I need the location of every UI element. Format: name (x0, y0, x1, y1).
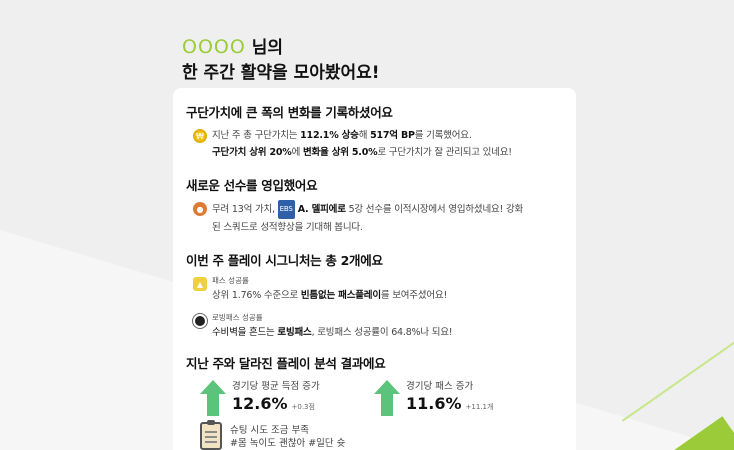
page-header: OOOO 님의 한 주간 활약을 모아봤어요! (182, 36, 380, 85)
coin-icon: ₩ (193, 129, 207, 143)
signature-text: 상위 1.76% 수준으로 빈틈없는 패스플레이를 보여주셨어요! (212, 290, 448, 301)
section-title: 새로운 선수를 영입했어요 (186, 178, 318, 193)
note-label: 슈팅 시도 조금 부족 (230, 425, 309, 436)
stat-goals: 경기당 평균 득점 증가 12.6% +0.3점 (200, 380, 320, 418)
section-text: 지난 주 총 구단가치는 112.1% 상승해 517억 BP를 기록했어요. … (212, 130, 512, 158)
season-badge: EBS (277, 200, 295, 219)
section-play-signature: 이번 주 플레이 시그니처는 총 2개에요 ▲ 패스 성공률 상위 1.76% … (186, 250, 564, 341)
up-arrow-icon (200, 380, 226, 416)
stat-label: 경기당 패스 증가 (406, 381, 474, 392)
section-title: 구단가치에 큰 폭의 변화를 기록하셨어요 (186, 105, 393, 120)
signature-label: 로빙패스 성공률 (212, 313, 263, 322)
section-club-value: 구단가치에 큰 폭의 변화를 기록하셨어요 ₩ 지난 주 총 구단가치는 112… (186, 102, 564, 161)
section-new-player: 새로운 선수를 영입했어요 ● 무려 13억 가치, EBS A. 델피에로 5… (186, 175, 564, 236)
analysis-note: 슈팅 시도 조금 부족 #몸 녹이도 괜찮아 #일단 슛 (173, 420, 564, 450)
section-title: 지난 주와 달라진 플레이 분석 결과에요 (186, 356, 386, 371)
section-play-analysis: 지난 주와 달라진 플레이 분석 결과에요 경기당 평균 득점 증가 12.6%… (186, 353, 564, 450)
signature-text: 수비벽을 흔드는 로빙패스, 로빙패스 성공률이 64.8%나 되요! (212, 327, 453, 338)
header-suffix: 님의 (245, 38, 284, 58)
stat-passes: 경기당 패스 증가 11.6% +11.1개 (374, 380, 493, 418)
player-icon: ● (193, 202, 207, 216)
list-item: ▲ 패스 성공률 상위 1.76% 수준으로 빈틈없는 패스플레이를 보여주셨어… (186, 275, 564, 304)
up-arrow-icon (374, 380, 400, 416)
signature-label: 패스 성공률 (212, 276, 249, 285)
stat-value: 11.6% +11.1개 (406, 394, 494, 413)
stat-value: 12.6% +0.3점 (232, 394, 315, 413)
section-text: 무려 13억 가치, EBS A. 델피에로 5강 선수를 이적시장에서 영입하… (212, 200, 523, 236)
soccer-ball-icon (193, 314, 207, 328)
weekly-summary-card: 구단가치에 큰 폭의 변화를 기록하셨어요 ₩ 지난 주 총 구단가치는 112… (173, 88, 576, 450)
stat-label: 경기당 평균 득점 증가 (232, 381, 320, 392)
list-item: 로빙패스 성공률 수비벽을 흔드는 로빙패스, 로빙패스 성공률이 64.8%나… (186, 312, 564, 341)
page-title: 한 주간 활약을 모아봤어요! (182, 63, 380, 83)
header-greeting: OOOO 님의 (182, 36, 380, 59)
section-title: 이번 주 플레이 시그니처는 총 2개에요 (186, 253, 383, 268)
pass-icon: ▲ (193, 277, 207, 291)
user-name: OOOO (182, 36, 246, 58)
note-tags: #몸 녹이도 괜찮아 #일단 슛 (230, 438, 346, 449)
clipboard-icon (200, 420, 222, 450)
